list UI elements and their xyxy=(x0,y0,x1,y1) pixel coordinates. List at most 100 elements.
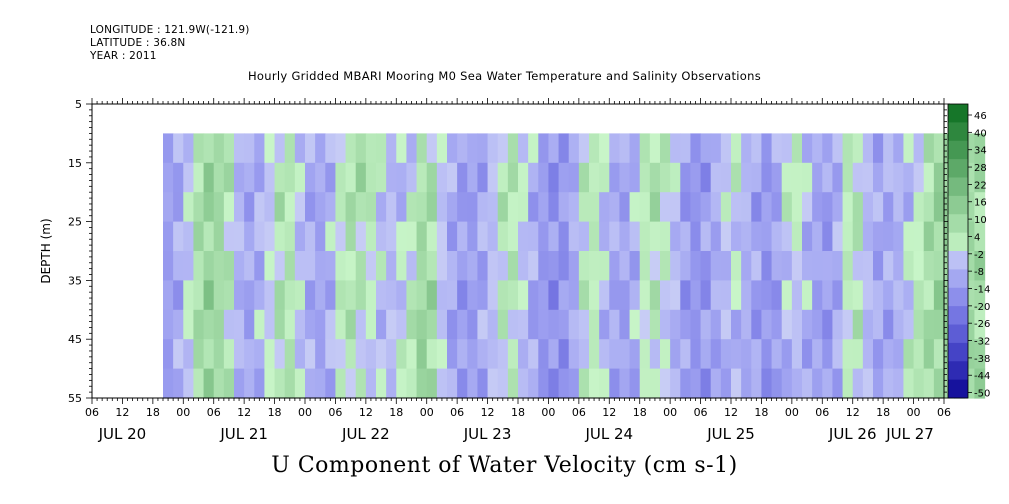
heatmap-cell xyxy=(223,162,235,193)
heatmap-cell xyxy=(477,368,489,399)
heatmap-cell xyxy=(426,221,438,252)
heatmap-cell xyxy=(294,251,306,281)
heatmap-cell xyxy=(406,280,418,311)
heatmap-cell xyxy=(741,339,752,370)
heatmap-cell xyxy=(791,339,803,370)
heatmap-cell xyxy=(568,309,580,340)
heatmap-cell xyxy=(832,368,844,399)
heatmap-cell xyxy=(893,309,905,340)
heatmap-cell xyxy=(538,133,550,164)
heatmap-cell xyxy=(599,339,610,370)
heatmap-cell xyxy=(670,162,681,193)
heatmap-cell xyxy=(852,192,864,223)
heatmap-cell xyxy=(862,192,874,223)
colorbar-tick-label: 10 xyxy=(974,215,987,226)
heatmap-cell xyxy=(173,221,184,252)
heatmap-cell xyxy=(903,339,915,370)
heatmap-cell xyxy=(558,368,570,399)
heatmap-cell xyxy=(447,309,458,340)
heatmap-cell xyxy=(913,192,925,223)
heatmap-cell xyxy=(183,368,195,399)
heatmap-cell xyxy=(923,280,935,311)
colorbar-tick-label: -38 xyxy=(974,354,990,365)
x-day-label: JUL 26 xyxy=(828,425,877,443)
heatmap-cell xyxy=(487,192,499,223)
heatmap-cell xyxy=(609,221,621,252)
heatmap-cell xyxy=(467,339,479,370)
heatmap-cell xyxy=(548,368,560,399)
heatmap-cell xyxy=(274,280,286,311)
heatmap-cell xyxy=(974,280,986,311)
heatmap-cell xyxy=(234,339,245,370)
heatmap-cell xyxy=(903,309,915,340)
heatmap-cell xyxy=(964,309,976,340)
heatmap-cell xyxy=(842,368,854,399)
x-day-label: JUL 23 xyxy=(463,425,512,443)
x-axis-title: U Component of Water Velocity (cm s-1) xyxy=(271,453,738,478)
heatmap-cell xyxy=(609,251,621,281)
heatmap-cell xyxy=(781,133,793,164)
heatmap-cell xyxy=(822,368,834,399)
heatmap-cell xyxy=(862,133,874,164)
heatmap-cell xyxy=(923,309,935,340)
heatmap-cell xyxy=(619,192,631,223)
heatmap-cell xyxy=(913,221,925,252)
heatmap-cell xyxy=(802,368,813,399)
x-hour-tick-label: 00 xyxy=(541,406,555,419)
heatmap-cell xyxy=(406,251,418,281)
heatmap-cell xyxy=(223,133,235,164)
heatmap-cell xyxy=(264,192,276,223)
y-tick-label: 35 xyxy=(68,274,82,287)
colorbar-band xyxy=(948,177,968,197)
heatmap-cell xyxy=(406,133,418,164)
heatmap-cell xyxy=(193,251,205,281)
heatmap-cell xyxy=(690,162,702,193)
heatmap-cell xyxy=(913,339,925,370)
heatmap-cell xyxy=(558,162,570,193)
colorbar-tick-label: -50 xyxy=(974,389,990,400)
heatmap-cell xyxy=(487,133,499,164)
heatmap-cell xyxy=(315,368,326,399)
heatmap-cell xyxy=(223,280,235,311)
heatmap-cell xyxy=(325,280,337,311)
x-hour-tick-label: 12 xyxy=(359,406,373,419)
heatmap-cell xyxy=(386,221,397,252)
heatmap-cell xyxy=(548,280,560,311)
heatmap-cell xyxy=(558,133,570,164)
heatmap-cell xyxy=(436,192,448,223)
heatmap-cell xyxy=(335,221,347,252)
heatmap-cell xyxy=(254,133,266,164)
heatmap-cell xyxy=(690,339,702,370)
heatmap-cell xyxy=(700,133,712,164)
heatmap-cell xyxy=(974,309,986,340)
heatmap-cell xyxy=(487,309,499,340)
heatmap-cell xyxy=(325,251,337,281)
heatmap-cell xyxy=(629,192,641,223)
colorbar-tick-label: -8 xyxy=(974,267,984,278)
heatmap-cell xyxy=(528,162,539,193)
heatmap-cell xyxy=(913,280,925,311)
longitude-label: LONGITUDE : 121.9W(-121.9) xyxy=(90,24,250,36)
y-tick-label: 15 xyxy=(68,157,82,170)
heatmap-cell xyxy=(203,339,215,370)
heatmap-cell xyxy=(335,162,347,193)
heatmap-cell xyxy=(173,368,184,399)
heatmap-cell xyxy=(355,192,367,223)
heatmap-cell xyxy=(234,192,245,223)
colorbar-tick-label: 4 xyxy=(974,232,980,243)
heatmap-cell xyxy=(761,133,773,164)
heatmap-cell xyxy=(619,280,631,311)
colorbar-band xyxy=(948,342,968,362)
heatmap-cell xyxy=(548,339,560,370)
heatmap-cell xyxy=(264,133,276,164)
heatmap-cell xyxy=(528,280,539,311)
heatmap-cell xyxy=(305,339,316,370)
heatmap-cell xyxy=(974,368,986,399)
heatmap-cell xyxy=(244,133,255,164)
heatmap-cell xyxy=(680,221,692,252)
heatmap-cell xyxy=(325,339,337,370)
heatmap-cell xyxy=(315,221,326,252)
heatmap-cell xyxy=(284,192,296,223)
heatmap-cell xyxy=(183,339,195,370)
heatmap-cell xyxy=(913,162,925,193)
